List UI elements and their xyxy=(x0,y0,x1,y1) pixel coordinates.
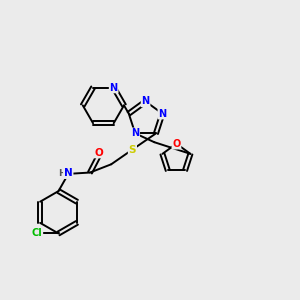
Text: S: S xyxy=(129,145,136,154)
Text: O: O xyxy=(94,148,103,158)
Text: N: N xyxy=(142,96,150,106)
Text: H: H xyxy=(58,169,65,178)
Text: N: N xyxy=(110,82,118,92)
Text: Cl: Cl xyxy=(32,229,42,238)
Text: N: N xyxy=(158,109,166,118)
Text: O: O xyxy=(172,139,181,149)
Text: N: N xyxy=(131,128,139,138)
Text: N: N xyxy=(64,168,73,178)
